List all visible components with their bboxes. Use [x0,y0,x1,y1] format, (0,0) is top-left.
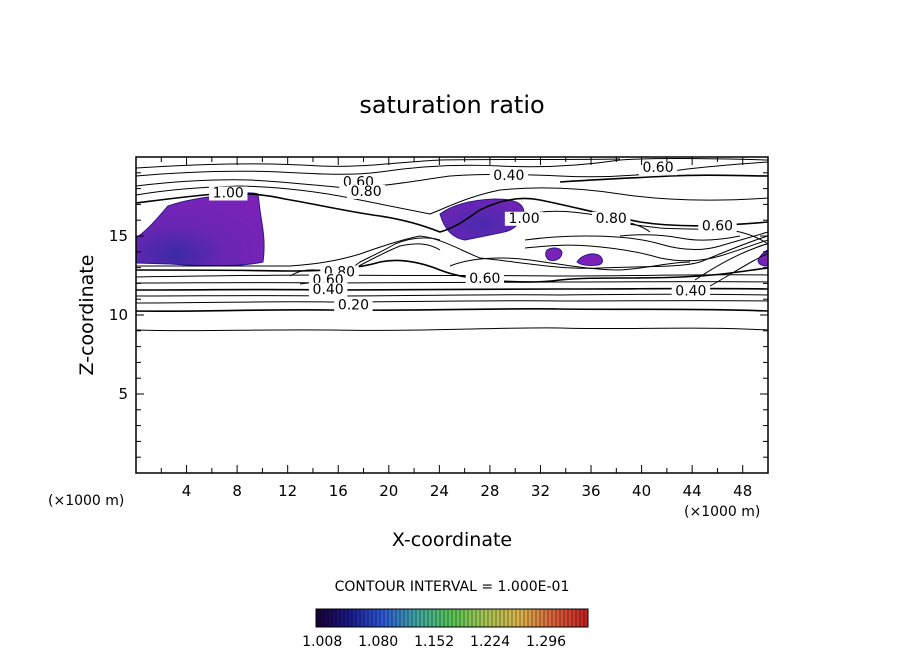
x-tick-label: 32 [531,482,550,500]
x-tick-label: 12 [278,482,297,500]
contour-line [136,235,768,269]
contour-line [136,327,768,332]
y-tick-label: 5 [118,385,128,403]
contour-line [524,231,768,251]
contour-line [136,274,768,278]
contour-line [524,239,768,262]
contour-interval-label: CONTOUR INTERVAL = 1.000E-01 [335,579,570,595]
contour-label-bg [638,161,678,176]
contour-label: 0.80 [350,184,381,200]
contour-label: 1.00 [213,186,244,202]
contour-label-bg [592,211,631,226]
supersat-region-right [757,249,768,267]
chart-title: saturation ratio [359,91,544,119]
contour-line [559,174,768,183]
contour-label: 0.60 [642,160,673,176]
z-unit-label: (×1000 m) [48,493,124,509]
contour-label-bg [489,169,529,184]
contour-line [449,257,691,271]
colorbar-stripes [319,609,585,627]
y-axis-ticks: 5 10 15 [109,172,768,458]
x-tick-label: 8 [232,482,242,500]
contour-label: 0.60 [469,271,500,287]
contour-labels: 0.600.400.600.801.001.00 0.80 0.600.800.60… [209,160,737,314]
supersat-region-small-2 [576,253,603,267]
contour-label-bg [671,284,711,299]
contour-line [619,234,741,241]
contour-label: 0.20 [338,298,369,314]
contour-line [136,158,621,169]
contour-line [136,300,768,304]
x-tick-label: 44 [683,482,702,500]
contour-label: 0.60 [702,219,733,235]
contour-line [289,237,441,277]
contour-label-bg [698,219,737,234]
contour-line [709,253,768,287]
contour-label-bg [334,298,373,313]
contour-line [136,293,768,297]
x-tick-label: 36 [581,482,600,500]
x-tick-label: 16 [329,482,348,500]
y-axis-title: Z-coordinate [76,255,98,376]
contour-line [136,185,768,215]
contour-label-bg [504,211,544,226]
contour-label-bg [209,186,248,201]
contour-label: 0.40 [313,282,344,298]
contour-label: 0.40 [675,283,706,299]
contour-line [136,161,768,189]
colorbar-tick-label: 1.152 [414,634,454,650]
contour-line [136,281,768,284]
contour-label: 1.00 [508,211,539,227]
x-tick-label: 20 [379,482,398,500]
x-tick-label: 40 [632,482,651,500]
contour-label-bg [346,184,386,199]
y-tick-label: 10 [109,306,128,324]
contour-line [136,287,768,291]
x-tick-label: 28 [480,482,499,500]
contour-line [136,158,768,177]
colorbar-tick-label: 1.008 [302,634,342,650]
y-tick-label: 15 [109,227,128,245]
x-tick-label: 4 [182,482,192,500]
contour-line [694,243,768,281]
supersat-region-left [136,192,265,267]
x-axis-ticks: 4 8 12 16 20 24 28 32 36 40 44 48 [160,157,752,500]
contour-label: 0.80 [596,211,627,227]
colorbar-tick-label: 1.080 [358,634,398,650]
contour-label-bg [308,282,348,297]
x-axis-title: X-coordinate [392,529,512,551]
colorbar-tick-label: 1.296 [526,634,566,650]
colorbar-ticks: 1.008 1.080 1.152 1.224 1.296 [302,634,566,650]
supersat-region-small-1 [545,247,563,261]
contour-label-bg [465,271,505,286]
contour-line [136,307,768,313]
x-tick-label: 24 [430,482,449,500]
x-unit-label: (×1000 m) [684,504,760,520]
colorbar-tick-label: 1.224 [470,634,510,650]
plot-area [136,158,768,332]
x-tick-label: 48 [733,482,752,500]
contour-label: 0.40 [493,168,524,184]
contour-line [136,259,768,283]
